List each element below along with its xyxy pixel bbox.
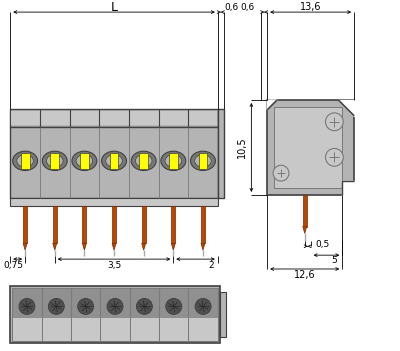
Bar xyxy=(10,198,218,206)
Bar xyxy=(188,288,218,341)
Text: 2: 2 xyxy=(208,260,214,270)
Bar xyxy=(12,288,218,341)
Polygon shape xyxy=(342,181,354,195)
Ellipse shape xyxy=(42,151,67,171)
Bar xyxy=(218,109,224,198)
Bar xyxy=(190,318,217,341)
Bar xyxy=(160,288,188,317)
Text: 3,5: 3,5 xyxy=(107,260,121,270)
Ellipse shape xyxy=(13,151,38,171)
Text: 0,75: 0,75 xyxy=(3,260,23,270)
Ellipse shape xyxy=(76,155,93,167)
Polygon shape xyxy=(23,243,27,250)
Ellipse shape xyxy=(195,155,211,167)
Bar xyxy=(100,288,130,341)
Circle shape xyxy=(195,298,211,314)
Ellipse shape xyxy=(161,151,186,171)
Bar xyxy=(72,318,99,341)
Bar xyxy=(42,288,71,341)
Text: 0,6: 0,6 xyxy=(224,3,239,12)
Bar xyxy=(130,288,159,341)
Bar xyxy=(101,318,129,341)
Text: 13,6: 13,6 xyxy=(300,2,322,12)
Bar xyxy=(82,206,86,243)
Ellipse shape xyxy=(17,155,34,167)
Polygon shape xyxy=(267,100,277,110)
Polygon shape xyxy=(338,100,354,116)
Bar xyxy=(72,288,99,317)
Text: L: L xyxy=(110,1,118,14)
Text: 5: 5 xyxy=(332,256,337,265)
Bar xyxy=(10,127,218,198)
Text: 0,5: 0,5 xyxy=(315,240,330,249)
Bar xyxy=(160,318,188,341)
Circle shape xyxy=(136,298,152,314)
Polygon shape xyxy=(303,226,307,233)
Bar xyxy=(13,288,41,317)
Bar xyxy=(190,288,217,317)
Polygon shape xyxy=(201,243,205,250)
Bar xyxy=(11,111,217,125)
Bar xyxy=(267,100,354,195)
Ellipse shape xyxy=(72,151,97,171)
Bar xyxy=(159,288,188,341)
Bar xyxy=(12,288,42,341)
Circle shape xyxy=(273,165,289,181)
Bar xyxy=(131,318,158,341)
Polygon shape xyxy=(82,243,86,250)
Bar xyxy=(274,107,342,188)
Ellipse shape xyxy=(135,155,152,167)
Polygon shape xyxy=(53,243,57,250)
Ellipse shape xyxy=(165,155,182,167)
Bar xyxy=(142,206,146,243)
Ellipse shape xyxy=(131,151,156,171)
Bar xyxy=(71,288,100,341)
Text: 0,6: 0,6 xyxy=(240,3,254,12)
Circle shape xyxy=(107,298,123,314)
Bar xyxy=(10,286,220,343)
Bar xyxy=(169,153,178,169)
Bar xyxy=(110,153,118,169)
Ellipse shape xyxy=(106,155,122,167)
Bar xyxy=(171,206,175,243)
Polygon shape xyxy=(112,243,116,250)
Bar xyxy=(80,153,89,169)
Bar xyxy=(112,206,116,243)
Ellipse shape xyxy=(102,151,126,171)
Bar xyxy=(53,206,57,243)
Circle shape xyxy=(48,298,64,314)
Bar xyxy=(101,288,129,317)
Circle shape xyxy=(326,113,343,131)
Circle shape xyxy=(78,298,94,314)
Polygon shape xyxy=(171,243,175,250)
Circle shape xyxy=(19,298,35,314)
Polygon shape xyxy=(142,243,146,250)
Ellipse shape xyxy=(190,151,216,171)
Bar xyxy=(13,318,41,341)
Circle shape xyxy=(326,148,343,166)
Bar xyxy=(139,153,148,169)
Bar xyxy=(23,206,27,243)
Text: 10,5: 10,5 xyxy=(236,137,246,158)
Bar xyxy=(43,318,70,341)
Bar xyxy=(198,153,208,169)
Bar xyxy=(50,153,59,169)
Bar xyxy=(303,195,307,226)
Bar xyxy=(201,206,205,243)
Bar xyxy=(43,288,70,317)
Bar xyxy=(21,153,30,169)
Circle shape xyxy=(166,298,182,314)
Text: 12,6: 12,6 xyxy=(294,270,316,280)
Bar xyxy=(220,292,226,337)
Bar xyxy=(131,288,158,317)
Ellipse shape xyxy=(46,155,63,167)
Bar xyxy=(10,109,218,127)
